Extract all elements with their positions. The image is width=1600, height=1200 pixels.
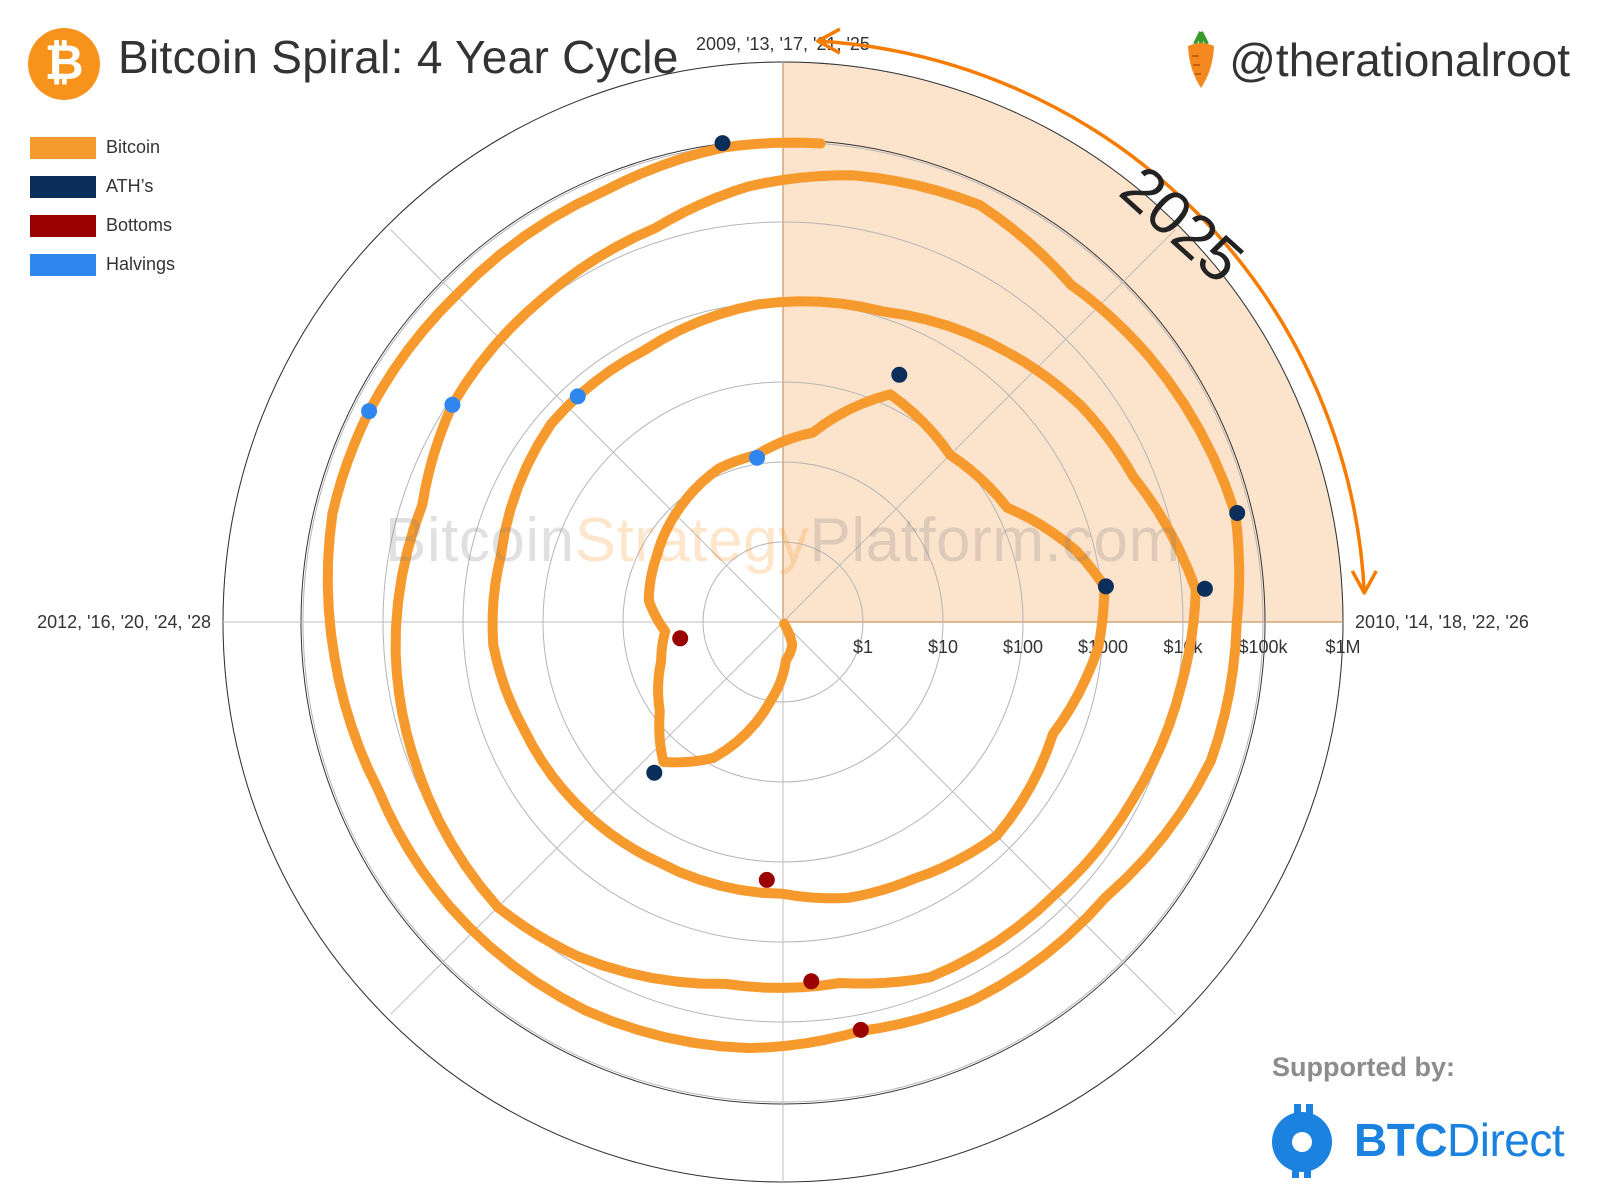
bottom-marker — [852, 1021, 869, 1038]
angular-axis-label: 2009, '13, '17, '21, '25 — [696, 34, 870, 54]
halving-marker — [361, 403, 378, 420]
watermark-part: Platform.com — [809, 506, 1181, 575]
author-handle[interactable]: @therationalroot — [1183, 30, 1570, 90]
ath-marker — [1196, 580, 1213, 597]
legend-item-bitcoin: Bitcoin — [30, 128, 175, 167]
brand-rest: Direct — [1447, 1114, 1565, 1166]
radial-tick-label: $1M — [1325, 637, 1360, 657]
grid-spoke — [782, 229, 1176, 623]
bottom-marker — [672, 630, 689, 647]
legend-label: Bottoms — [106, 215, 173, 235]
chart-title: Bitcoin Spiral: 4 Year Cycle — [118, 31, 679, 83]
bottom-marker — [803, 973, 820, 990]
legend-swatch-bitcoin — [30, 136, 96, 159]
radial-tick-label: $100 — [1003, 637, 1043, 657]
arrow-head — [1350, 570, 1378, 595]
sponsor-label: Supported by: — [1272, 1052, 1455, 1082]
halving-marker — [749, 449, 765, 466]
year-arc-arrow — [817, 39, 1367, 593]
watermark-part: Strategy — [574, 506, 810, 575]
sponsor-brand[interactable]: BTCDirect — [1268, 1100, 1565, 1180]
handle-text: @therationalroot — [1229, 34, 1570, 86]
arrow-head — [816, 27, 841, 55]
ath-marker — [646, 764, 663, 781]
ath-marker — [714, 135, 731, 152]
grid-spoke — [782, 621, 1176, 1015]
brand-name: BTCDirect — [1354, 1113, 1565, 1167]
brand-bold: BTC — [1354, 1114, 1448, 1166]
legend-item-aths: ATH’s — [30, 167, 175, 206]
legend-item-bottoms: Bottoms — [30, 206, 175, 245]
legend-item-halvings: Halvings — [30, 245, 175, 284]
ath-marker — [891, 366, 908, 383]
carrot-icon — [1188, 31, 1215, 88]
radial-tick-label: $100k — [1238, 637, 1288, 657]
ath-marker — [1097, 578, 1114, 595]
bottom-marker — [758, 871, 775, 888]
radial-tick-label: $1 — [853, 637, 873, 657]
watermark: BitcoinStrategyPlatform.com — [385, 505, 1181, 576]
btcdirect-logo-icon — [1272, 1104, 1332, 1178]
legend-label: Bitcoin — [106, 137, 161, 157]
legend-swatch-aths — [30, 175, 96, 198]
bitcoin-logo-icon: ₿ — [28, 28, 100, 100]
radial-tick-label: $10 — [928, 637, 958, 657]
watermark-part: Bitcoin — [385, 506, 575, 575]
halving-marker — [444, 396, 461, 413]
legend-swatch-halvings — [30, 253, 96, 276]
angular-axis-label: 2012, '16, '20, '24, '28 — [37, 612, 211, 632]
bitcoin-spiral-line — [322, 137, 1245, 1054]
legend-swatch-bottoms — [30, 214, 96, 237]
legend-label: Halvings — [106, 254, 176, 274]
legend: Bitcoin ATH’s Bottoms Halvings — [30, 128, 175, 284]
angular-axis-label: 2010, '14, '18, '22, '26 — [1355, 612, 1529, 632]
ath-marker — [1229, 505, 1246, 521]
halving-marker — [569, 388, 586, 405]
legend-label: ATH’s — [106, 176, 154, 196]
